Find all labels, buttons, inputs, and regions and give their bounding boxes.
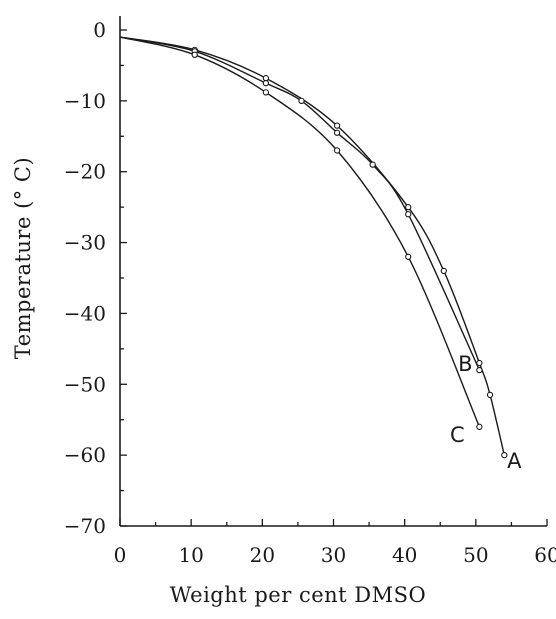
x-tick-label: 30 (321, 543, 346, 567)
series-b-point (333, 129, 341, 136)
y-axis-title: Temperature (° C) (11, 157, 35, 359)
series-b-line (119, 36, 481, 371)
series-b-point (369, 161, 376, 168)
y-tick-label: −40 (64, 301, 106, 325)
x-tick-label: 60 (534, 543, 556, 567)
series-c-point (405, 253, 412, 260)
series-c-point (191, 51, 198, 58)
y-tick-label: −70 (64, 514, 106, 538)
x-axis-title: Weight per cent DMSO (170, 583, 426, 607)
x-tick-label: 10 (178, 543, 203, 567)
y-tick-label: 0 (93, 18, 106, 42)
x-tick-label: 0 (114, 543, 127, 567)
series-b-point (298, 97, 305, 105)
series-a-point (476, 359, 483, 367)
series-a-point (486, 391, 494, 399)
x-tick-label: 40 (392, 543, 417, 567)
tick-labels: 0 −10 −20 −30 −40 −50 −60 −70 0 10 20 30 40 50 60 (64, 18, 556, 567)
y-tick-label: −60 (64, 443, 106, 467)
ticks (119, 29, 548, 527)
series-c-line (119, 36, 481, 428)
series-c-point (262, 89, 270, 96)
series-c-point (476, 423, 483, 430)
x-tick-label: 20 (250, 543, 275, 567)
series-b-label: B (458, 352, 472, 376)
markers (191, 46, 508, 459)
y-tick-label: −10 (64, 89, 106, 113)
y-tick-label: −20 (64, 160, 106, 184)
series-a-point (405, 203, 412, 211)
y-tick-label: −30 (64, 231, 106, 255)
series-a-point (333, 122, 341, 129)
series-b-point (262, 79, 270, 87)
series-b-point (405, 211, 412, 218)
y-tick-label: −50 (64, 372, 106, 396)
series-c-point (333, 147, 341, 154)
series-a-point (440, 267, 447, 275)
series-a-point (501, 451, 508, 459)
series-a-line (119, 36, 505, 456)
curves (119, 36, 505, 456)
axes (119, 16, 547, 527)
series-a-label: A (507, 449, 522, 473)
series-c-label: C (450, 423, 465, 447)
series-labels: A B C (450, 352, 522, 473)
series-b-point (476, 366, 483, 374)
x-tick-label: 50 (463, 543, 488, 567)
